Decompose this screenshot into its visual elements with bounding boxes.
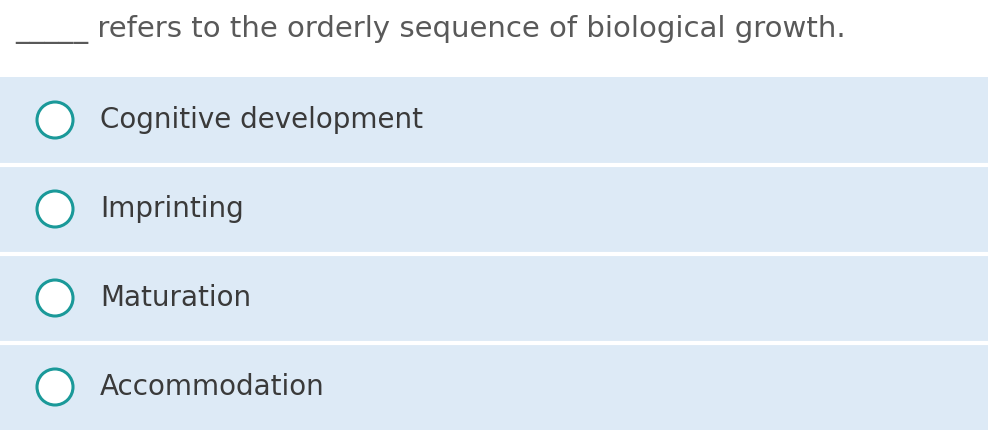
Circle shape	[37, 102, 73, 138]
Bar	[0, 255, 988, 341]
Bar	[0, 166, 988, 252]
Text: _____ refers to the orderly sequence of biological growth.: _____ refers to the orderly sequence of …	[15, 15, 846, 44]
Circle shape	[37, 191, 73, 227]
Bar	[0, 344, 988, 430]
Bar	[0, 77, 988, 163]
Circle shape	[37, 369, 73, 405]
Circle shape	[37, 280, 73, 316]
Text: Imprinting: Imprinting	[100, 195, 244, 223]
Text: Cognitive development: Cognitive development	[100, 106, 423, 134]
Text: Accommodation: Accommodation	[100, 373, 325, 401]
Text: Maturation: Maturation	[100, 284, 251, 312]
